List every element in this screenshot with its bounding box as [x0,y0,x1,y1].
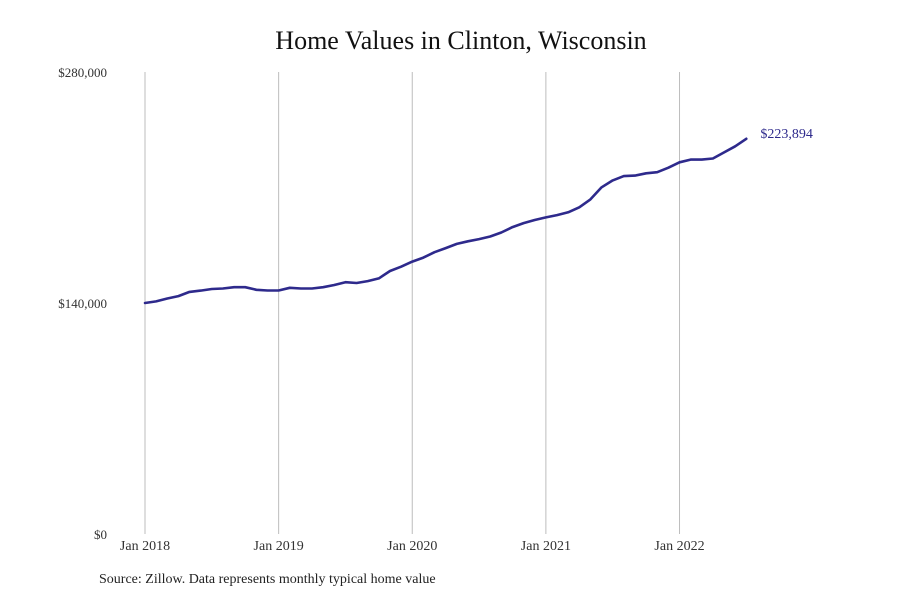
chart-title: Home Values in Clinton, Wisconsin [275,26,647,55]
series-line [143,137,748,305]
x-tick-label: Jan 2019 [254,539,304,554]
x-tick-label: Jan 2021 [521,539,571,554]
y-tick-label: $280,000 [58,65,107,80]
y-axis-ticks: $0 $140,000 $280,000 [58,65,107,542]
x-tick-label: Jan 2020 [387,539,437,554]
series-lines [143,137,748,305]
data-labels: $223,894 [760,127,813,142]
source-note: Source: Zillow. Data represents monthly … [99,572,436,587]
end-value-label: $223,894 [760,127,813,142]
y-tick-label: $140,000 [58,296,107,311]
x-gridlines [144,72,681,534]
x-tick-label: Jan 2018 [120,539,170,554]
x-tick-label: Jan 2022 [654,539,704,554]
y-tick-label: $0 [94,527,107,542]
x-axis-ticks: Jan 2018 Jan 2019 Jan 2020 Jan 2021 Jan 2022 [120,539,705,554]
